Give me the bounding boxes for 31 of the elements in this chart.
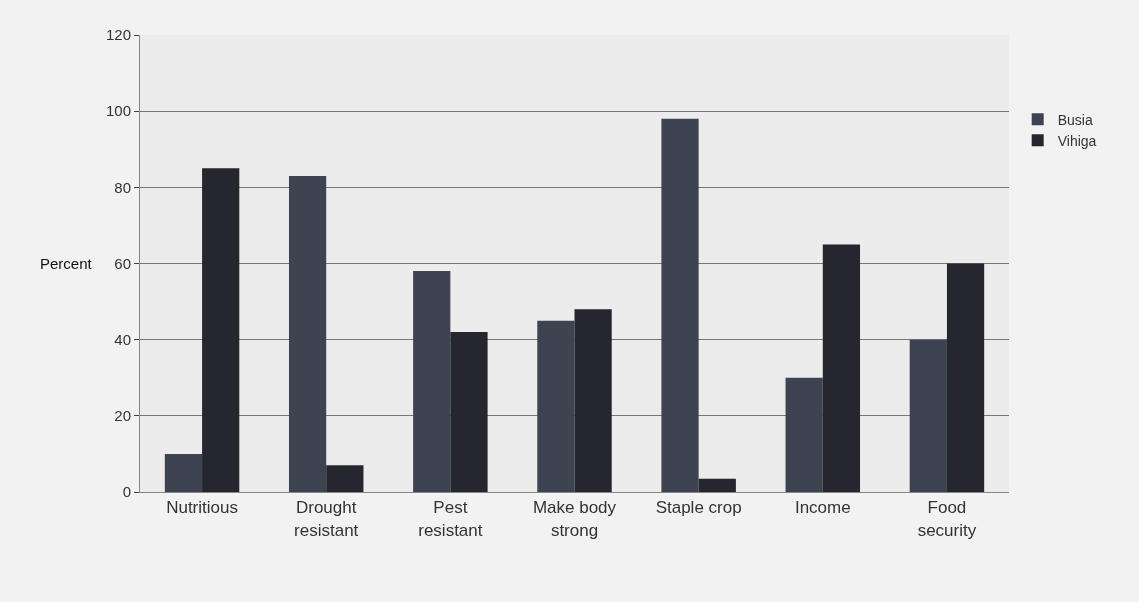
bar	[822, 244, 861, 492]
bar	[450, 332, 488, 492]
x-tick-label: Drought resistant	[294, 498, 359, 540]
bar	[326, 465, 364, 492]
bar	[698, 478, 736, 492]
y-tick-label: 80	[114, 178, 131, 196]
y-tick-label: 40	[114, 330, 131, 348]
legend-label: Vihiga	[1057, 132, 1097, 149]
x-tick-label: Staple crop	[655, 498, 742, 518]
bar	[909, 339, 947, 492]
y-tick-label: 120	[105, 26, 131, 44]
bar	[413, 271, 451, 492]
bar	[574, 309, 612, 492]
bar	[946, 263, 985, 492]
bar	[164, 453, 203, 492]
bar	[785, 377, 823, 492]
x-tick-label: Pest resistant	[418, 498, 483, 540]
x-tick-label: Nutritious	[166, 498, 238, 518]
x-tick-label: Income	[794, 498, 851, 518]
bar	[661, 118, 699, 492]
x-tick-label: Food security	[917, 498, 977, 540]
y-tick-label: 0	[122, 483, 131, 501]
x-tick-label: Make body strong	[532, 498, 617, 540]
y-tick-label: 60	[114, 254, 131, 272]
legend-label: Busia	[1057, 111, 1093, 128]
bar	[202, 168, 240, 492]
bar	[288, 175, 327, 492]
y-tick-label: 20	[114, 407, 131, 425]
y-axis-title: Percent	[40, 255, 93, 272]
y-tick-label: 100	[105, 102, 131, 120]
bar	[537, 320, 575, 492]
